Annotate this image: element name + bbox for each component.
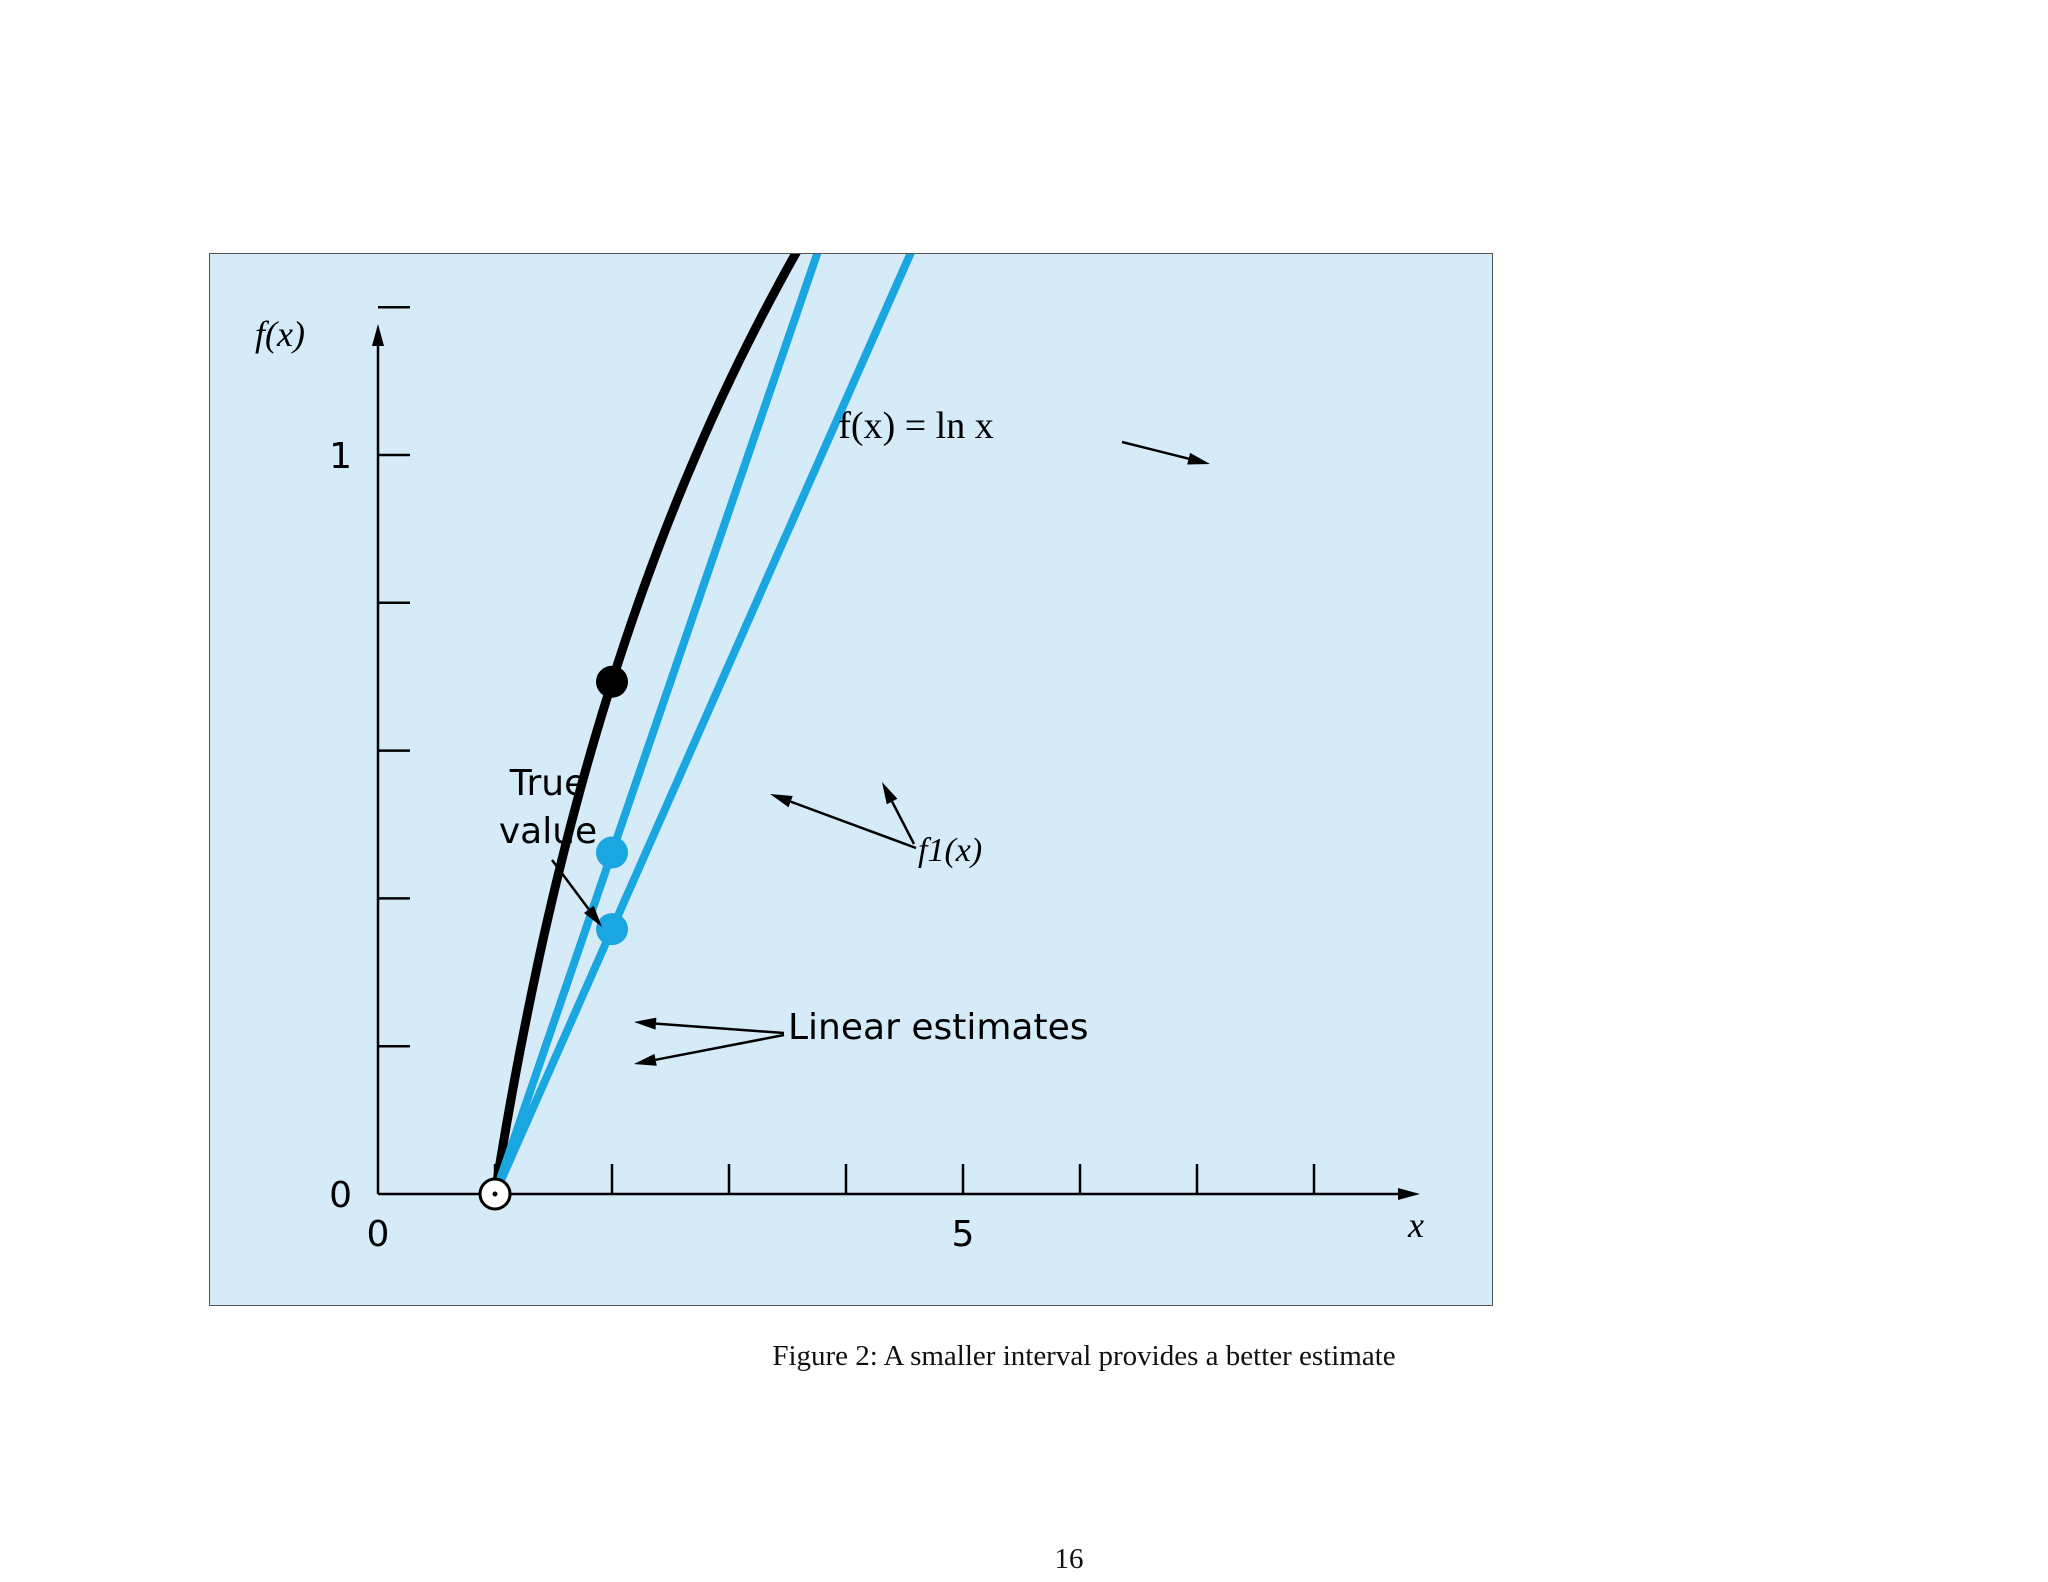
x-axis-label: x [1407, 1205, 1424, 1245]
y-tick-label-1: 1 [329, 436, 352, 477]
linear-estimate-arrow-1-shaft [655, 1022, 785, 1035]
linear-estimate-point-2 [596, 913, 628, 946]
x-tick-label-5: 5 [952, 1214, 975, 1255]
true-value-arrow-head [584, 905, 602, 927]
f1-arrow-2-head [882, 782, 898, 805]
f1-label: f1(x) [918, 832, 982, 869]
y-axis-arrow [372, 324, 384, 346]
true-value-label-line-1: True [509, 763, 586, 804]
true-value-label-line-2: value [499, 811, 597, 852]
true-value-arrow-shaft [550, 859, 590, 911]
linear-estimate-point-1 [596, 836, 628, 869]
f1-arrow-1-shaft [790, 800, 917, 850]
true-value-point [596, 665, 628, 698]
linear-estimates-label: Linear estimates [788, 1007, 1089, 1048]
x-tick-label-0: 0 [367, 1214, 390, 1255]
linear-interpolation-line-1 [491, 254, 822, 1198]
f1-arrow-1-head [770, 794, 793, 808]
linear-estimate-arrow-2-shaft [655, 1033, 785, 1062]
curve-label-arrow-head [1187, 452, 1210, 465]
curve-label-arrow-shaft [1121, 440, 1189, 460]
x-axis-arrow [1398, 1188, 1420, 1200]
curve-label: f(x) = ln x [838, 405, 993, 447]
y-tick-label-0: 0 [329, 1175, 352, 1216]
y-axis-label: f(x) [255, 314, 305, 354]
f1-arrow-2-shaft [890, 800, 916, 845]
point-x1-center [492, 1191, 498, 1197]
linear-estimate-arrow-1-head [634, 1017, 657, 1030]
linear-estimate-arrow-2-head [634, 1053, 657, 1066]
page-number: 16 [1054, 1543, 1084, 1575]
chart: 05012 f(x) x f(x) = ln x True value Line… [255, 254, 1424, 1255]
figure-panel: 05012 f(x) x f(x) = ln x True value Line… [209, 253, 1493, 1306]
linear-interpolation-line-2 [491, 254, 915, 1198]
figure-caption: Figure 2: A smaller interval provides a … [772, 1340, 1396, 1372]
ln-curve [490, 254, 801, 1195]
